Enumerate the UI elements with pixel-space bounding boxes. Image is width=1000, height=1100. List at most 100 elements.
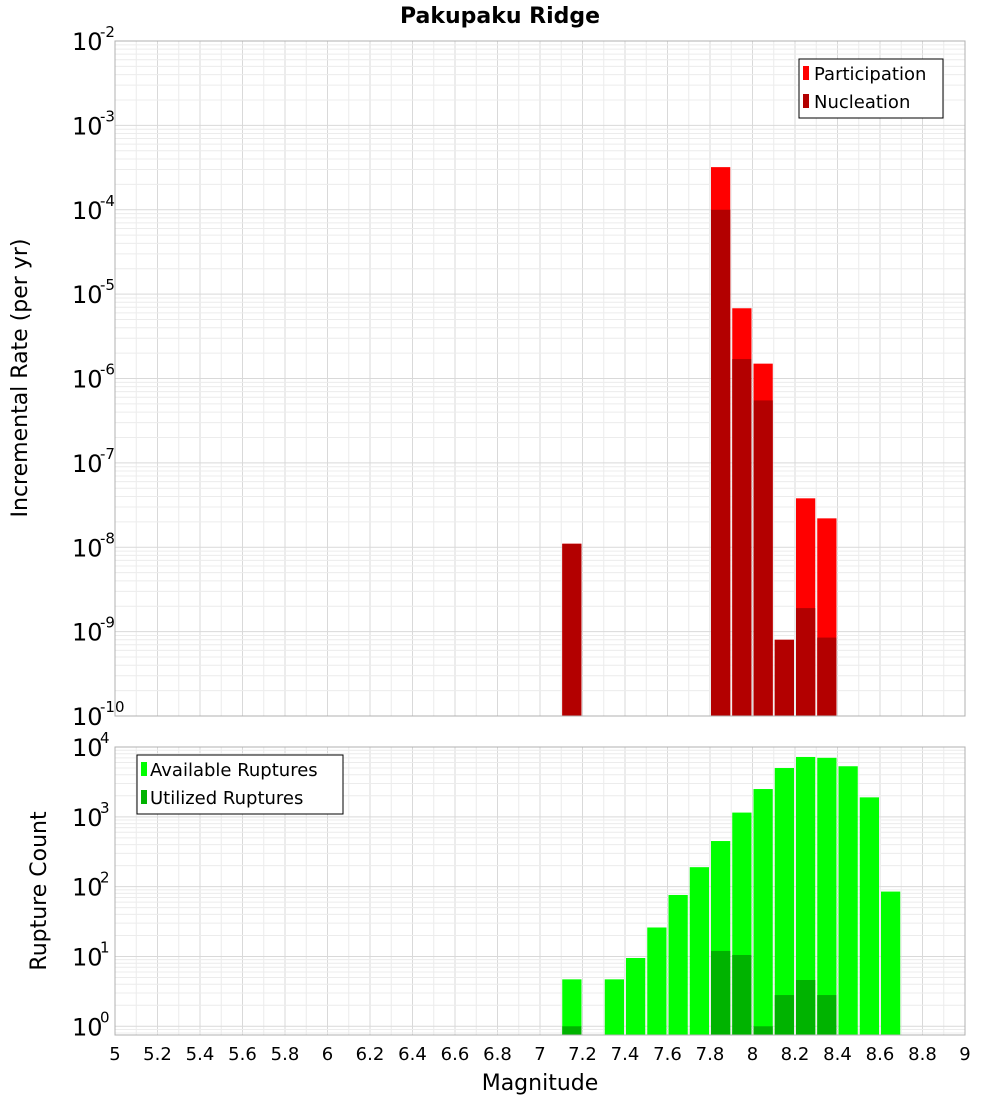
rate-ytick-exponent: -7 — [100, 445, 115, 463]
nucleation-legend-label: Nucleation — [814, 92, 910, 113]
x-axis-label: Magnitude — [482, 1071, 599, 1096]
nucleation-bar — [753, 400, 773, 716]
rate-ytick-exponent: -4 — [100, 192, 115, 210]
nucleation-bar — [562, 543, 582, 716]
x-tick-label: 7.2 — [568, 1044, 597, 1065]
rupture-ytick-exponent: 4 — [100, 729, 110, 747]
x-tick-label: 5 — [109, 1044, 120, 1065]
utilized-ruptures-bar — [796, 980, 816, 1035]
rate-ytick-label: 10 — [72, 281, 103, 309]
x-tick-label: 6.6 — [441, 1044, 470, 1065]
available-ruptures-bar — [881, 891, 901, 1035]
available-ruptures-bar — [668, 894, 688, 1035]
x-tick-label: 6.2 — [356, 1044, 385, 1065]
rupture-legend: Available Ruptures Utilized Ruptures — [136, 754, 344, 815]
x-tick-label: 5.6 — [228, 1044, 257, 1065]
rate-ytick-exponent: -6 — [100, 361, 115, 379]
nucleation-bar — [796, 608, 816, 716]
rate-legend: Participation Nucleation — [798, 58, 944, 119]
rupture-y-axis-label: Rupture Count — [27, 811, 52, 971]
available-ruptures-bar — [838, 766, 858, 1035]
utilized-ruptures-bar — [711, 950, 731, 1035]
x-tick-label: 5.4 — [186, 1044, 215, 1065]
utilized-legend-label: Utilized Ruptures — [150, 788, 303, 809]
rupture-legend-box — [136, 754, 344, 815]
nucleation-bar — [732, 359, 752, 716]
nucleation-bar — [711, 209, 731, 716]
rate-ytick-exponent: -3 — [100, 107, 115, 125]
nucleation-bar — [774, 639, 794, 716]
available-ruptures-bar — [774, 768, 794, 1035]
rate-legend-box — [798, 58, 944, 119]
rate-ytick-label: 10 — [72, 703, 103, 731]
rupture-bars — [562, 756, 901, 1035]
rupture-ytick-exponent: 2 — [100, 869, 110, 887]
available-ruptures-bar — [562, 979, 582, 1035]
x-ticks: 5 5.2 5.4 5.6 5.8 6 6.2 6.4 6.6 6.8 7 7.2 7.4 7.6 7.8 8… — [109, 1044, 970, 1065]
rate-ytick-label: 10 — [72, 534, 103, 562]
rate-ytick-label: 10 — [72, 619, 103, 647]
available-legend-label: Available Ruptures — [150, 760, 318, 781]
x-tick-label: 6.4 — [398, 1044, 427, 1065]
available-ruptures-bar — [626, 958, 646, 1035]
x-tick-label: 5.2 — [143, 1044, 172, 1065]
available-ruptures-bar — [859, 797, 879, 1035]
available-ruptures-bar — [753, 789, 773, 1035]
rate-ytick-label: 10 — [72, 366, 103, 394]
chart-title: Pakupaku Ridge — [400, 4, 600, 29]
participation-legend-label: Participation — [814, 64, 926, 85]
rupture-ytick-exponent: 0 — [100, 1008, 110, 1026]
x-tick-label: 9 — [959, 1044, 970, 1065]
x-tick-label: 5.8 — [271, 1044, 300, 1065]
utilized-ruptures-bar — [817, 995, 837, 1035]
x-tick-label: 8.4 — [823, 1044, 852, 1065]
x-tick-label: 8.2 — [781, 1044, 810, 1065]
rate-ytick-exponent: -2 — [100, 23, 115, 41]
x-tick-label: 6 — [322, 1044, 333, 1065]
rate-ytick-exponent: -9 — [100, 614, 115, 632]
x-tick-label: 7.4 — [611, 1044, 640, 1065]
rate-ytick-label: 10 — [72, 28, 103, 56]
rate-ytick-label: 10 — [72, 197, 103, 225]
available-ruptures-bar — [817, 757, 837, 1035]
rate-ytick-label: 10 — [72, 450, 103, 478]
rate-ytick-exponent: -8 — [100, 529, 115, 547]
x-tick-label: 8 — [747, 1044, 758, 1065]
utilized-ruptures-bar — [732, 954, 752, 1035]
x-tick-label: 7.8 — [696, 1044, 725, 1065]
x-tick-label: 8.8 — [908, 1044, 937, 1065]
rupture-ytick-exponent: 3 — [100, 799, 110, 817]
rate-ytick-exponent: -10 — [100, 698, 125, 716]
available-legend-swatch — [141, 762, 147, 776]
rate-grid — [114, 40, 966, 717]
x-tick-label: 6.8 — [483, 1044, 512, 1065]
rate-ytick-label: 10 — [72, 112, 103, 140]
available-ruptures-bar — [689, 867, 709, 1035]
nucleation-legend-swatch — [803, 94, 809, 108]
x-tick-label: 7 — [534, 1044, 545, 1065]
available-ruptures-bar — [604, 979, 624, 1035]
utilized-legend-swatch — [141, 790, 147, 804]
x-tick-label: 7.6 — [653, 1044, 682, 1065]
x-tick-label: 8.6 — [866, 1044, 895, 1065]
rate-plot-frame — [114, 40, 966, 717]
nucleation-bar — [817, 637, 837, 716]
rupture-ytick-label: 10 — [72, 734, 103, 762]
utilized-ruptures-bar — [562, 1026, 582, 1035]
rupture-ytick-exponent: 1 — [100, 938, 110, 956]
utilized-ruptures-bar — [753, 1026, 773, 1035]
available-ruptures-bar — [796, 756, 816, 1035]
rate-y-axis-label: Incremental Rate (per yr) — [8, 239, 33, 518]
rate-ytick-exponent: -5 — [100, 276, 115, 294]
available-ruptures-bar — [647, 927, 667, 1035]
utilized-ruptures-bar — [774, 995, 794, 1035]
rupture-ytick-label: 10 — [72, 804, 103, 832]
rupture-ytick-label: 10 — [72, 943, 103, 971]
rate-bars — [562, 167, 837, 716]
rupture-ytick-label: 10 — [72, 1013, 103, 1041]
